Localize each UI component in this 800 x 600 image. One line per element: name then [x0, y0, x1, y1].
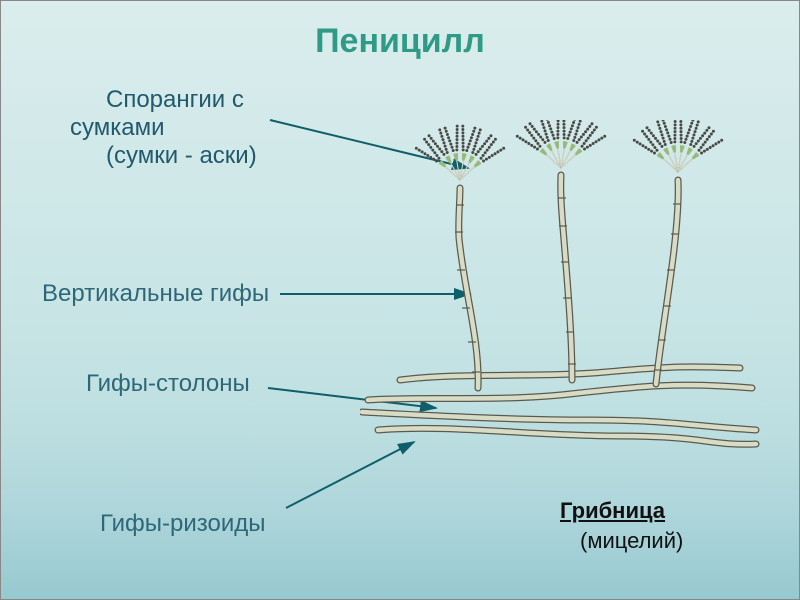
label-sporangia: Спорангии ссумками(сумки - аски): [70, 86, 257, 170]
penicillium-diagram: [360, 120, 760, 470]
legend-title: Грибница: [560, 498, 665, 524]
label-stolons: Гифы-столоны: [86, 370, 250, 398]
label-rhizoids: Гифы-ризоиды: [100, 510, 266, 538]
label-vertical-hyphae: Вертикальные гифы: [42, 280, 269, 308]
legend-subtitle: (мицелий): [580, 528, 683, 554]
slide-title: Пеницилл: [0, 22, 800, 61]
